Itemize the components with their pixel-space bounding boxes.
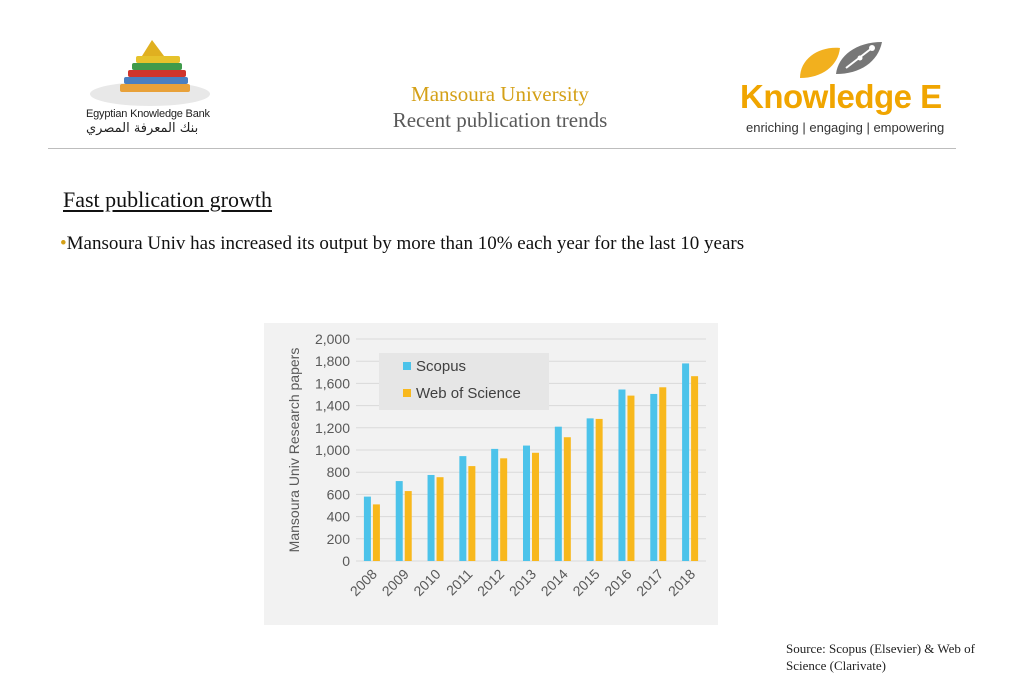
- legend-label: Web of Science: [416, 385, 521, 402]
- y-tick-label: 600: [327, 486, 351, 502]
- bar-scopus: [650, 393, 658, 561]
- x-tick-label: 2017: [633, 566, 666, 599]
- ekb-name-ar: بنك المعرفة المصري: [86, 121, 199, 136]
- bar-web-of-science: [468, 466, 476, 561]
- bar-web-of-science: [372, 504, 380, 561]
- bar-scopus: [682, 363, 690, 561]
- header-divider: [48, 148, 956, 149]
- bullet-text: Mansoura Univ has increased its output b…: [66, 233, 745, 254]
- x-tick-label: 2014: [538, 566, 571, 599]
- bullet-dot: •: [60, 233, 67, 254]
- y-tick-label: 2,000: [315, 331, 350, 347]
- bar-scopus: [395, 481, 403, 561]
- bar-scopus: [459, 456, 467, 561]
- bar-chart: 0 200 400 600 800 1,000 1,200 1,400 1,600 1,800 2,…: [286, 331, 706, 599]
- y-tick-label: 400: [327, 509, 351, 525]
- legend-label: Scopus: [416, 358, 466, 375]
- bar-scopus: [586, 418, 594, 561]
- bar-web-of-science: [595, 418, 603, 561]
- x-tick-label: 2012: [474, 566, 507, 599]
- y-tick-label: 1,400: [315, 398, 350, 414]
- x-tick-label: 2018: [665, 566, 698, 599]
- y-tick-label: 1,600: [315, 375, 350, 391]
- x-tick-label: 2010: [410, 566, 443, 599]
- page-subtitle: Recent publication trends: [392, 108, 608, 132]
- knowledge-e-logo-text: Knowledge E: [740, 78, 942, 115]
- bar-scopus: [427, 474, 435, 561]
- x-tick-label: 2016: [601, 566, 634, 599]
- bar-web-of-science: [659, 387, 667, 561]
- bar-web-of-science: [436, 477, 444, 561]
- bar-web-of-science: [500, 458, 508, 561]
- bar-scopus: [554, 426, 562, 561]
- x-tick-label: 2009: [379, 566, 412, 599]
- chart-panel: 0 200 400 600 800 1,000 1,200 1,400 1,600 1,800 2,…: [264, 323, 718, 625]
- bullet-point: •Mansoura Univ has increased its output …: [60, 233, 744, 255]
- legend-swatch: [403, 389, 411, 397]
- knowledge-e-tagline: enriching | engaging | empowering: [746, 120, 945, 135]
- x-tick-label: 2013: [506, 566, 539, 599]
- section-title: Fast publication growth: [63, 187, 272, 212]
- y-axis-label: Mansoura Univ Research papers: [286, 348, 302, 553]
- bar-web-of-science: [563, 437, 571, 561]
- bar-scopus: [491, 448, 499, 561]
- ekb-name-en: Egyptian Knowledge Bank: [86, 108, 210, 120]
- ekb-logo: [90, 40, 210, 106]
- bar-web-of-science: [691, 376, 699, 561]
- legend-swatch: [403, 362, 411, 370]
- x-tick-label: 2011: [443, 566, 476, 599]
- bar-scopus: [523, 445, 530, 561]
- y-tick-label: 800: [327, 464, 351, 480]
- y-tick-label: 1,200: [315, 420, 350, 436]
- knowledge-e-leaf-icon: [800, 42, 882, 78]
- bar-scopus: [363, 496, 371, 561]
- bar-web-of-science: [404, 491, 412, 561]
- x-tick-label: 2015: [569, 566, 602, 599]
- y-tick-label: 1,000: [315, 442, 350, 458]
- source-note: Source: Scopus (Elsevier) & Web of Scien…: [786, 641, 975, 673]
- y-tick-label: 200: [327, 531, 351, 547]
- y-tick-label: 0: [342, 553, 350, 569]
- x-tick-label: 2008: [347, 566, 380, 599]
- bar-scopus: [618, 389, 626, 561]
- bar-web-of-science: [627, 395, 635, 561]
- page-title: Mansoura University: [411, 82, 589, 106]
- bar-web-of-science: [532, 452, 539, 561]
- y-tick-label: 1,800: [315, 353, 350, 369]
